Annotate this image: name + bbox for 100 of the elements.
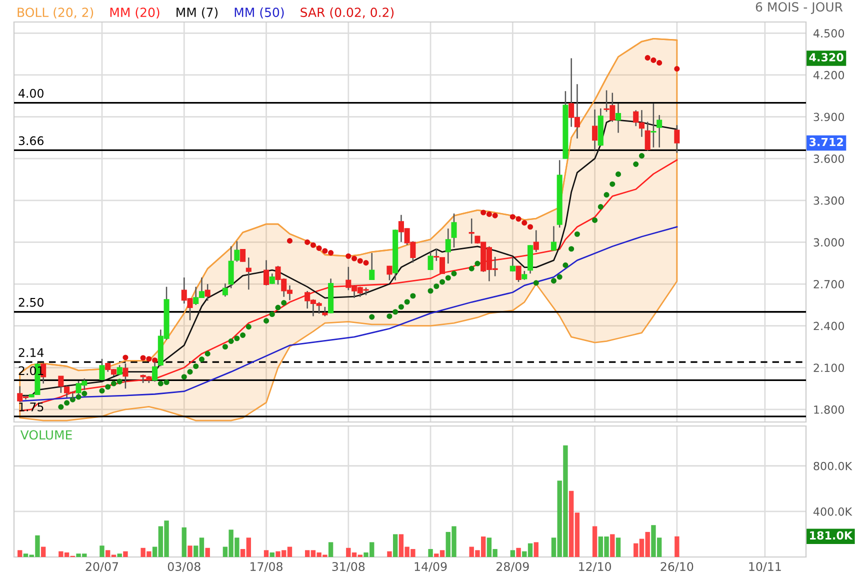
point [610, 181, 616, 187]
candlestick [99, 358, 105, 381]
ref-line-label: 2.14 [18, 348, 44, 357]
point [269, 311, 275, 318]
point [76, 394, 82, 400]
text: 181.0K [810, 531, 853, 540]
x-tick-label: 12/10 [579, 562, 612, 572]
y-tick-label: 3.600 [814, 154, 844, 163]
point [228, 338, 234, 344]
candlestick [644, 121, 650, 152]
point [357, 258, 363, 264]
y-tick-label: 3.900 [814, 112, 844, 122]
point [152, 357, 158, 364]
point [439, 279, 446, 285]
point [181, 374, 187, 380]
candlestick [550, 226, 556, 252]
bar [270, 552, 274, 557]
point [615, 171, 622, 177]
point [633, 161, 639, 167]
bar [117, 554, 122, 557]
point [522, 220, 528, 226]
x-tick-label: 03/08 [168, 562, 200, 572]
y-tick-label: 2.100 [814, 364, 844, 372]
point [363, 260, 369, 266]
point [304, 239, 310, 245]
candlestick [246, 256, 252, 290]
y-tick-label: 2.700 [814, 280, 844, 288]
point [516, 216, 522, 222]
point [592, 217, 598, 223]
candlestick [638, 109, 644, 138]
candlestick [533, 230, 539, 253]
point [122, 354, 128, 360]
y-tick-label: 4.500 [813, 29, 844, 38]
point [310, 242, 316, 248]
text: MM (50) [234, 7, 284, 19]
point [204, 350, 210, 356]
point [263, 318, 270, 324]
point [510, 214, 516, 220]
bar [182, 527, 186, 557]
point [346, 253, 352, 259]
point [644, 55, 650, 61]
bar [510, 550, 516, 557]
point [428, 288, 434, 294]
bar [592, 526, 598, 557]
candlestick [516, 265, 522, 283]
candlestick [58, 375, 64, 394]
point [351, 256, 358, 262]
point [451, 270, 457, 276]
bar [100, 546, 104, 557]
bar [205, 548, 210, 557]
x-tick-label: 20/07 [86, 562, 118, 572]
bar [387, 551, 392, 557]
point [486, 211, 492, 217]
candlestick [264, 260, 270, 286]
point [674, 66, 680, 72]
candlestick [674, 124, 680, 154]
point [445, 275, 451, 281]
point [562, 262, 568, 268]
point [638, 153, 645, 159]
bar [123, 551, 128, 557]
candlestick [234, 240, 240, 262]
y-tick-label: 3.000 [814, 238, 844, 247]
point [468, 266, 474, 272]
candlestick [428, 251, 434, 271]
point [281, 300, 287, 306]
y-tick-label: 2.400 [814, 322, 844, 330]
candlestick [633, 110, 639, 127]
point [58, 404, 64, 410]
point [328, 250, 334, 256]
bar [516, 548, 521, 557]
candlestick [322, 306, 328, 317]
point [64, 400, 70, 406]
point [392, 309, 398, 315]
text: SAR (0.02, 0.2) [300, 7, 394, 19]
candlestick [650, 102, 656, 148]
ref-line-label: 3.66 [18, 136, 44, 146]
point [474, 260, 480, 266]
point [550, 278, 557, 284]
candlestick [369, 252, 375, 280]
point [386, 313, 392, 319]
chart-subtitle: 6 MOIS - JOUR [756, 2, 843, 14]
point [105, 384, 111, 390]
point [158, 380, 164, 386]
point [140, 355, 146, 361]
point [222, 344, 228, 350]
point [110, 380, 117, 386]
point [187, 369, 193, 375]
bar [392, 534, 398, 557]
point [193, 363, 199, 370]
ref-line-label: 2.50 [18, 298, 44, 307]
candlestick [240, 248, 246, 262]
bar [328, 542, 334, 557]
point [480, 210, 486, 216]
point [574, 231, 580, 237]
x-tick-label: 14/09 [414, 562, 447, 572]
bar [616, 538, 621, 557]
point [240, 332, 246, 338]
y-tick-label: 1.800 [814, 405, 844, 414]
x-tick-label: 10/11 [749, 562, 781, 572]
point [116, 378, 122, 384]
